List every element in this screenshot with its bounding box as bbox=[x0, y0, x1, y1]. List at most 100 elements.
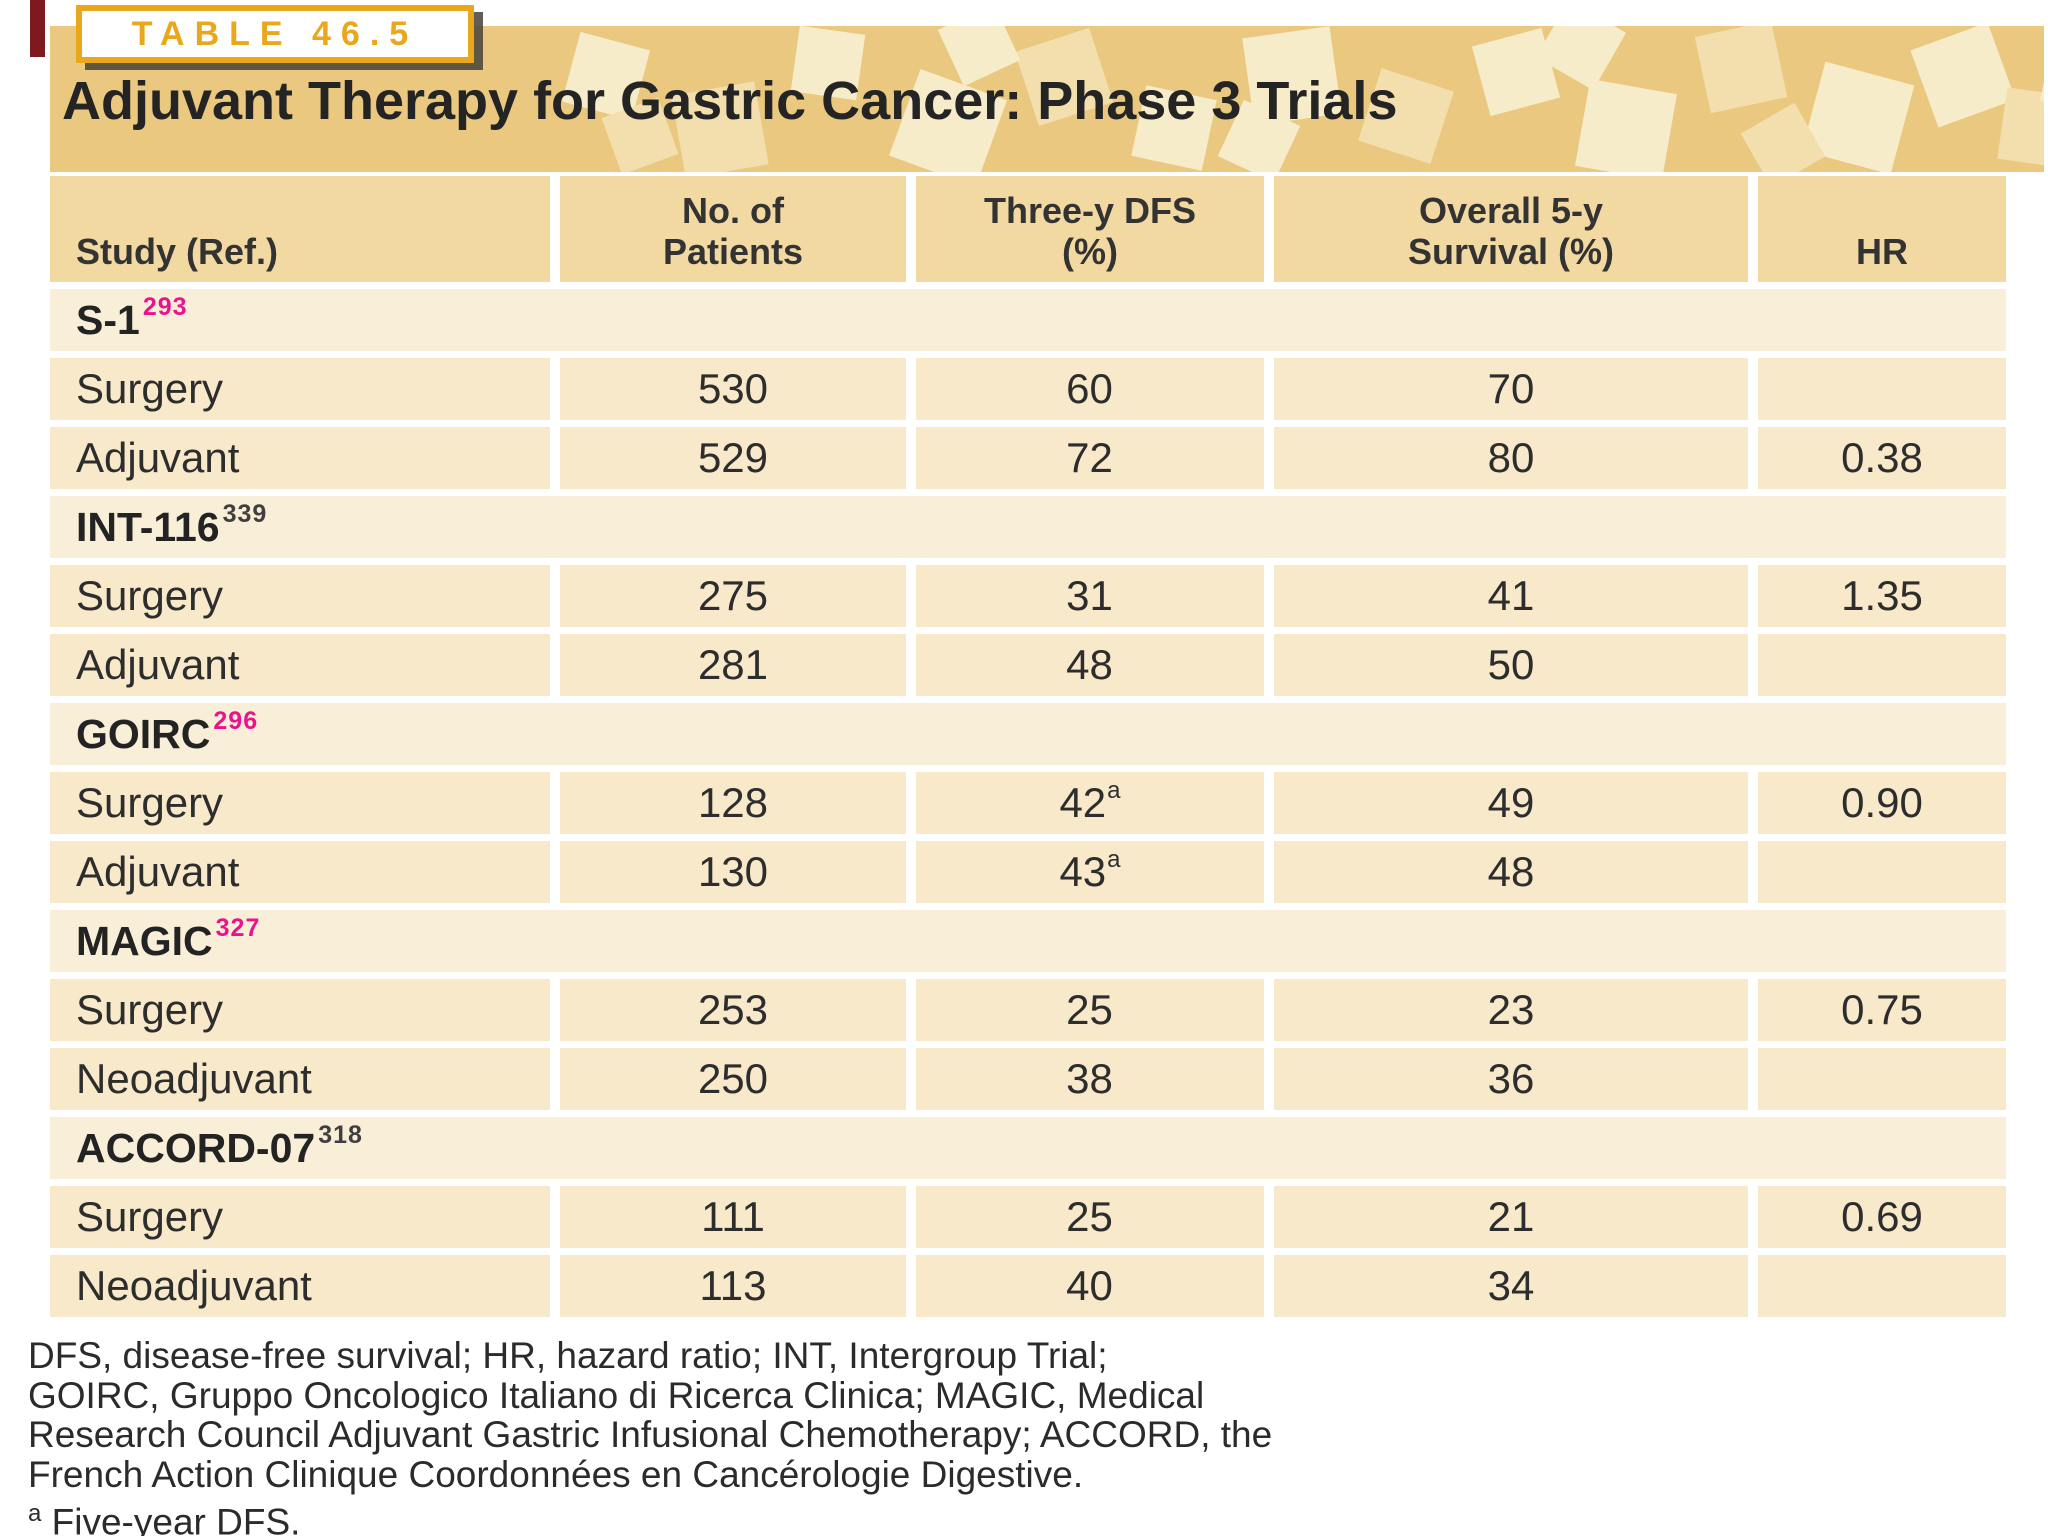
group-ref: 293 bbox=[142, 292, 188, 321]
dfs-number: 72 bbox=[1066, 434, 1113, 481]
col-header-hr: HR bbox=[1758, 176, 2006, 282]
group-ref: 339 bbox=[222, 499, 268, 528]
dfs-value: 60 bbox=[916, 358, 1264, 420]
dfs-value: 38 bbox=[916, 1048, 1264, 1110]
dfs-value: 25 bbox=[916, 1186, 1264, 1248]
patients-value: 275 bbox=[560, 565, 906, 627]
footnote-line: a Five-year DFS. bbox=[28, 1494, 1272, 1536]
group-name: ACCORD-07 bbox=[76, 1124, 316, 1171]
dfs-number: 60 bbox=[1066, 365, 1113, 412]
hr-value bbox=[1758, 358, 2006, 420]
dfs-value: 43 a bbox=[916, 841, 1264, 903]
col-header-patients-label: No. of Patients bbox=[662, 190, 804, 272]
dfs-number: 43 bbox=[1059, 848, 1107, 895]
decorative-square bbox=[1694, 26, 1788, 114]
col-header-hr-label: HR bbox=[1856, 230, 1908, 272]
hr-value: 0.38 bbox=[1758, 427, 2006, 489]
dfs-number: 25 bbox=[1066, 1193, 1113, 1240]
group-ref: 296 bbox=[213, 706, 259, 735]
group-ref: 318 bbox=[318, 1120, 363, 1149]
dfs-number: 42 bbox=[1059, 779, 1107, 826]
table-number-badge: TABLE 46.5 bbox=[76, 5, 474, 63]
group-row-s1: S-1 293 bbox=[50, 289, 2006, 351]
group-row-int116: INT-116 339 bbox=[50, 496, 2006, 558]
decorative-square bbox=[1575, 79, 1677, 172]
dfs-number: 25 bbox=[1066, 986, 1113, 1033]
survival-value: 36 bbox=[1274, 1048, 1748, 1110]
survival-value: 23 bbox=[1274, 979, 1748, 1041]
patients-value: 113 bbox=[560, 1255, 906, 1317]
col-header-study-label: Study (Ref.) bbox=[76, 230, 278, 272]
hr-value: 0.69 bbox=[1758, 1186, 2006, 1248]
patients-value: 250 bbox=[560, 1048, 906, 1110]
group-name: GOIRC bbox=[76, 710, 211, 757]
footnote-line: Research Council Adjuvant Gastric Infusi… bbox=[28, 1414, 1273, 1455]
col-header-survival-label: Overall 5-y Survival (%) bbox=[1407, 190, 1615, 272]
hr-value: 0.75 bbox=[1758, 979, 2006, 1041]
col-header-patients: No. of Patients bbox=[560, 176, 906, 282]
row-label: Neoadjuvant bbox=[50, 1255, 550, 1317]
group-ref: 327 bbox=[215, 913, 261, 942]
survival-value: 50 bbox=[1274, 634, 1748, 696]
footnote-line: French Action Clinique Coordonnées en Ca… bbox=[28, 1453, 1084, 1495]
group-row-magic: MAGIC 327 bbox=[50, 910, 2006, 972]
patients-value: 253 bbox=[560, 979, 906, 1041]
survival-value: 49 bbox=[1274, 772, 1748, 834]
hr-value bbox=[1758, 1048, 2006, 1110]
footnote-marker: a bbox=[28, 1500, 42, 1527]
col-header-dfs-label: Three-y DFS (%) bbox=[983, 190, 1197, 272]
title-band: Adjuvant Therapy for Gastric Cancer: Pha… bbox=[50, 26, 2044, 172]
survival-value: 34 bbox=[1274, 1255, 1748, 1317]
row-label: Surgery bbox=[50, 979, 550, 1041]
group-row-goirc: GOIRC 296 bbox=[50, 703, 2006, 765]
hr-value: 0.90 bbox=[1758, 772, 2006, 834]
survival-value: 21 bbox=[1274, 1186, 1748, 1248]
survival-value: 70 bbox=[1274, 358, 1748, 420]
row-label: Surgery bbox=[50, 1186, 550, 1248]
survival-value: 80 bbox=[1274, 427, 1748, 489]
dfs-footnote-mark: a bbox=[1107, 846, 1121, 873]
patients-value: 111 bbox=[560, 1186, 906, 1248]
data-table: Study (Ref.) No. of Patients Three-y DFS… bbox=[50, 176, 2006, 1317]
hr-value bbox=[1758, 841, 2006, 903]
col-header-dfs: Three-y DFS (%) bbox=[916, 176, 1264, 282]
patients-value: 281 bbox=[560, 634, 906, 696]
decorative-square bbox=[1910, 26, 2016, 128]
group-name: MAGIC bbox=[76, 917, 213, 964]
survival-value: 41 bbox=[1274, 565, 1748, 627]
dfs-value: 25 bbox=[916, 979, 1264, 1041]
dfs-value: 48 bbox=[916, 634, 1264, 696]
col-header-survival: Overall 5-y Survival (%) bbox=[1274, 176, 1748, 282]
row-label: Surgery bbox=[50, 358, 550, 420]
dfs-number: 31 bbox=[1066, 572, 1113, 619]
patients-value: 130 bbox=[560, 841, 906, 903]
row-label: Adjuvant bbox=[50, 634, 550, 696]
hr-value bbox=[1758, 634, 2006, 696]
survival-value: 48 bbox=[1274, 841, 1748, 903]
col-header-study: Study (Ref.) bbox=[50, 176, 550, 282]
hr-value bbox=[1758, 1255, 2006, 1317]
dfs-value: 40 bbox=[916, 1255, 1264, 1317]
dfs-value: 31 bbox=[916, 565, 1264, 627]
dfs-value: 72 bbox=[916, 427, 1264, 489]
dfs-number: 38 bbox=[1066, 1055, 1113, 1102]
red-accent-strip bbox=[30, 0, 45, 57]
dfs-number: 40 bbox=[1066, 1262, 1113, 1309]
group-row-accord07: ACCORD-07 318 bbox=[50, 1117, 2006, 1179]
footnote-marker-text: Five-year DFS. bbox=[51, 1501, 301, 1536]
group-name: INT-116 bbox=[76, 503, 220, 550]
dfs-number: 48 bbox=[1066, 641, 1113, 688]
dfs-footnote-mark: a bbox=[1107, 777, 1121, 804]
table-title: Adjuvant Therapy for Gastric Cancer: Pha… bbox=[62, 71, 1398, 131]
patients-value: 529 bbox=[560, 427, 906, 489]
row-label: Surgery bbox=[50, 772, 550, 834]
row-label: Adjuvant bbox=[50, 427, 550, 489]
group-name: S-1 bbox=[76, 296, 140, 343]
table-number-label: TABLE 46.5 bbox=[131, 14, 419, 53]
patients-value: 530 bbox=[560, 358, 906, 420]
dfs-value: 42 a bbox=[916, 772, 1264, 834]
footnote-line: DFS, disease-free survival; HR, hazard r… bbox=[28, 1335, 1108, 1376]
footnote-block: DFS, disease-free survival; HR, hazard r… bbox=[28, 1336, 1272, 1536]
footnote-line: GOIRC, Gruppo Oncologico Italiano di Ric… bbox=[28, 1374, 1205, 1416]
row-label: Neoadjuvant bbox=[50, 1048, 550, 1110]
